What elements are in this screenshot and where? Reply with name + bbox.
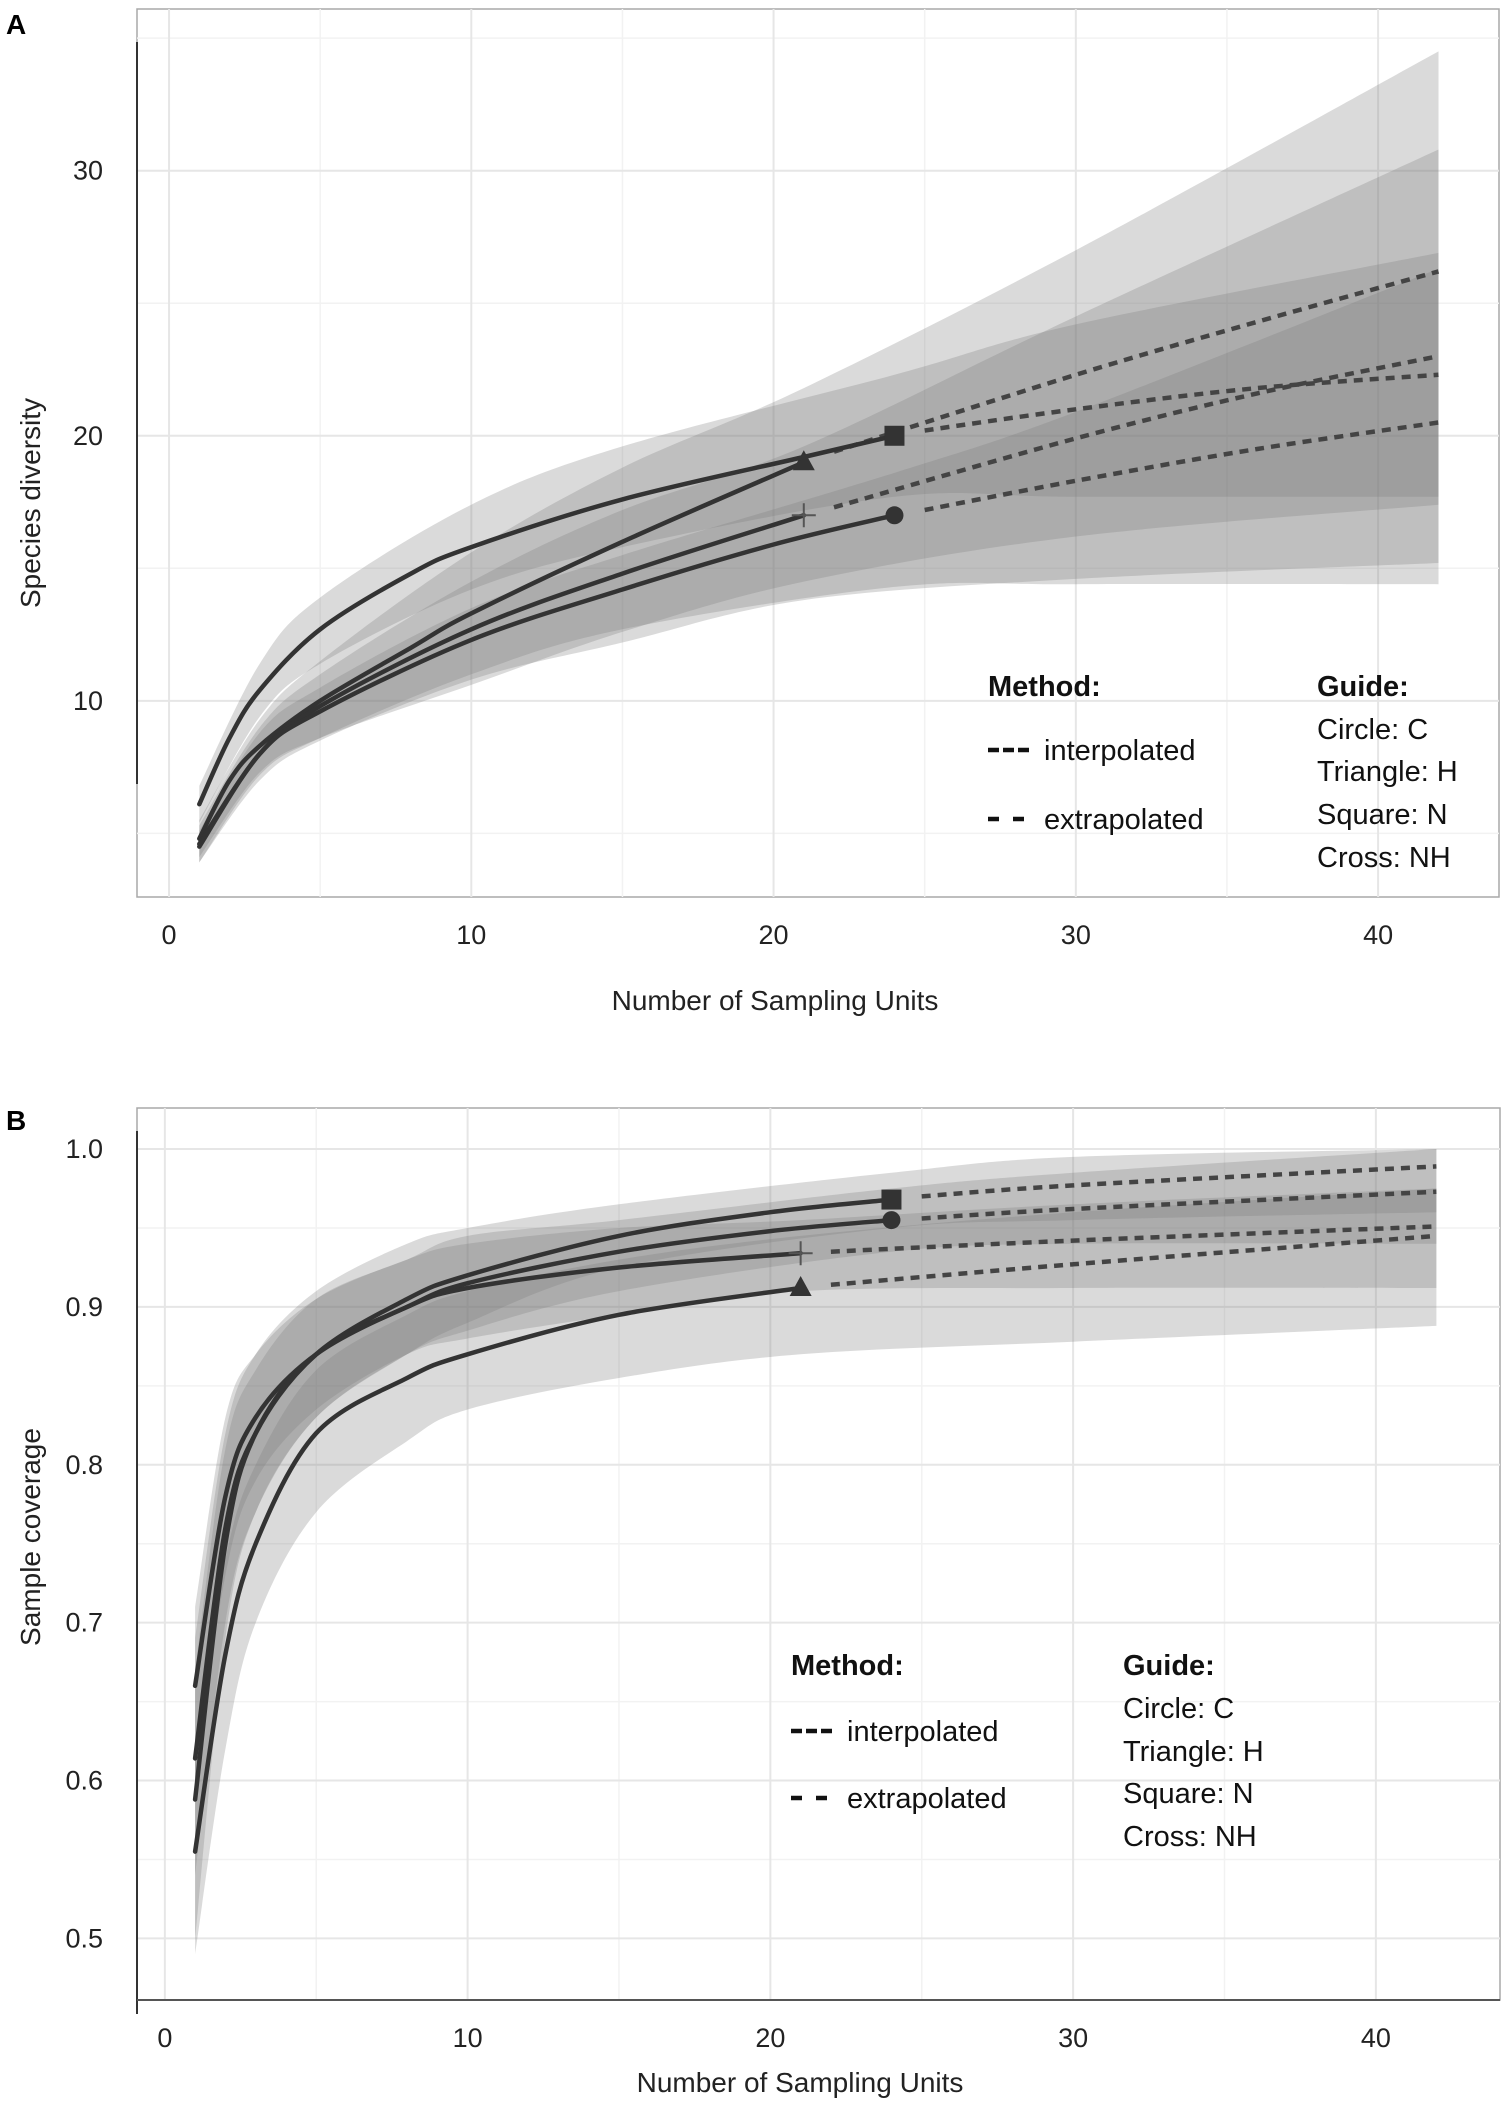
panel-letter: A: [6, 9, 26, 40]
interpolated-line-n: [192, 1197, 894, 1761]
interpolated-line-c: [197, 513, 897, 849]
x-tick-label: 10: [453, 2023, 483, 2053]
legend-guide-item: Cross: NH: [1123, 1821, 1257, 1853]
x-tick-label: 0: [162, 920, 177, 950]
ci-band-nh: [199, 149, 1439, 863]
legend-guide-item: Square: N: [1317, 799, 1448, 831]
legend-guide-item: Triangle: H: [1123, 1736, 1264, 1768]
square-marker: [884, 425, 905, 446]
extrapolated-line-c: [924, 420, 1439, 513]
x-tick-label: 0: [157, 2023, 172, 2053]
triangle-marker: [792, 450, 815, 471]
ci-band-c: [195, 1149, 1437, 1939]
y-tick-label: 20: [73, 421, 103, 451]
legend-guide-item: Circle: C: [1123, 1693, 1234, 1725]
legend: Method: interpolated extrapolated Guide: Cir…: [988, 671, 1458, 874]
x-tick-label: 20: [755, 2023, 785, 2053]
panel-letter: B: [6, 1105, 26, 1136]
extrapolated-line-n: [921, 1164, 1437, 1199]
x-tick-label: 40: [1361, 2023, 1391, 2053]
legend-method-title: Method:: [988, 671, 1101, 703]
x-tick-label: 40: [1363, 920, 1393, 950]
circle-marker: [885, 506, 904, 525]
legend-extrapolated-label: extrapolated: [1044, 804, 1204, 836]
cross-marker: [788, 1241, 813, 1266]
legend-guide-item: Cross: NH: [1317, 842, 1451, 874]
extrapolated-line-nh: [833, 353, 1439, 510]
ci-band-c: [199, 268, 1439, 863]
legend-guide-item: Square: N: [1123, 1778, 1254, 1810]
ci-band-h: [195, 1188, 1437, 1955]
y-tick-label: 0.8: [65, 1450, 103, 1480]
ci-band-n: [199, 252, 1439, 823]
cross-marker: [791, 503, 816, 528]
legend-interpolated-label: interpolated: [1044, 735, 1196, 767]
x-tick-label: 20: [759, 920, 789, 950]
y-tick-label: 0.9: [65, 1292, 103, 1322]
y-tick-label: 0.5: [65, 1923, 103, 1953]
x-tick-label: 10: [456, 920, 486, 950]
x-axis-title: Number of Sampling Units: [637, 2067, 964, 2098]
legend-method-title: Method:: [791, 1650, 904, 1682]
panel-b: 0 10 20 30 40 0.5 0.6 0.7 0.8 0.9 1.0 B Number of Sa…: [6, 1105, 1501, 2098]
legend-guide-item: Circle: C: [1317, 714, 1428, 746]
triangle-marker: [789, 1275, 812, 1296]
circle-marker: [882, 1211, 901, 1230]
interpolated-line-c: [192, 1217, 894, 1802]
plot-area: [136, 1107, 1501, 2001]
interpolated-line-h: [197, 460, 807, 841]
legend-guide-title: Guide:: [1123, 1650, 1215, 1682]
extrapolated-line-n: [924, 372, 1439, 433]
y-tick-label: 1.0: [65, 1134, 103, 1164]
extrapolated-line-h: [833, 269, 1440, 454]
y-tick-label: 30: [73, 156, 103, 186]
square-marker: [881, 1189, 902, 1210]
x-axis-title: Number of Sampling Units: [612, 985, 939, 1016]
y-axis-title: Species diversity: [15, 398, 46, 608]
y-tick-label: 0.7: [65, 1608, 103, 1638]
y-tick-label: 10: [73, 686, 103, 716]
interpolated-line-h: [192, 1285, 803, 1854]
legend-extrapolated-label: extrapolated: [847, 1783, 1007, 1815]
legend-guide-title: Guide:: [1317, 671, 1409, 703]
legend-guide-item: Triangle: H: [1317, 756, 1458, 788]
y-axis-title: Sample coverage: [15, 1428, 46, 1646]
extrapolated-line-nh: [830, 1224, 1437, 1254]
extrapolated-line-c: [921, 1189, 1437, 1221]
legend-interpolated-label: interpolated: [847, 1716, 999, 1748]
legend: Method: interpolated extrapolated Guide: Cir…: [791, 1650, 1264, 1853]
x-tick-label: 30: [1058, 2023, 1088, 2053]
y-tick-label: 0.6: [65, 1766, 103, 1796]
x-tick-label: 30: [1061, 920, 1091, 950]
extrapolated-line-h: [830, 1233, 1437, 1288]
panel-a: 0 10 20 30 40 10 20 30 A Number of Sampling Units…: [6, 8, 1500, 1016]
interpolated-line-n: [197, 433, 897, 807]
